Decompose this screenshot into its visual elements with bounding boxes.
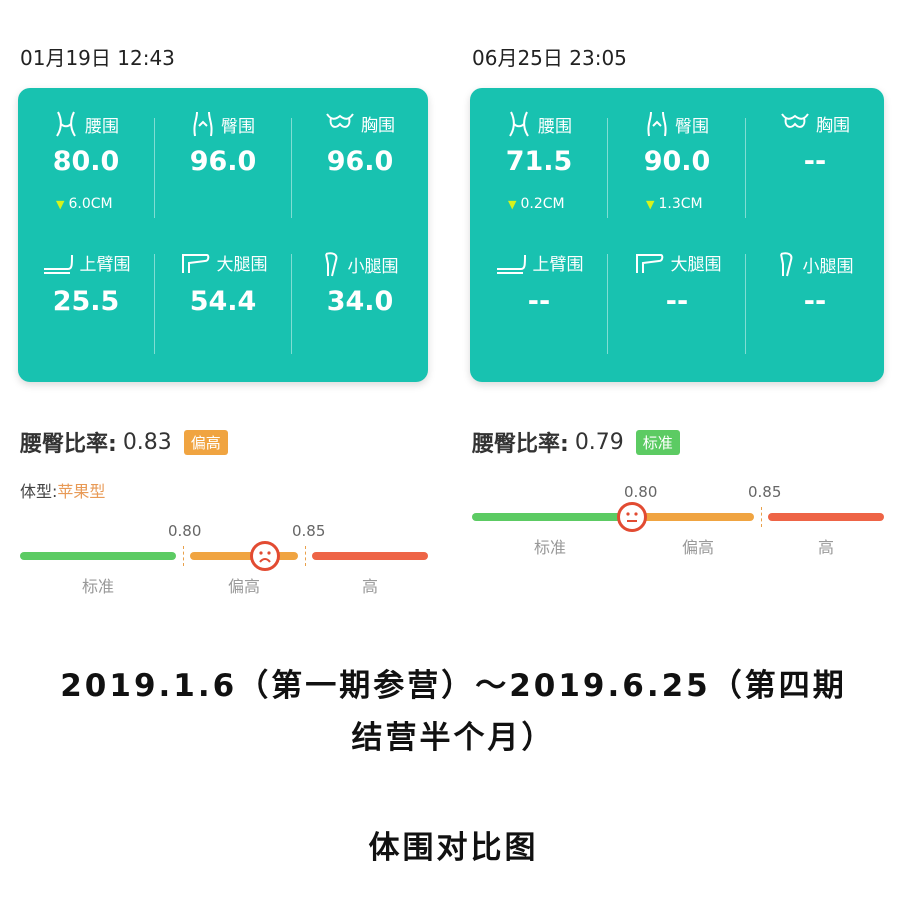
scale-tick: 0.85 [292, 522, 326, 540]
waist-icon [53, 110, 79, 138]
upper-arm-icon [42, 251, 74, 275]
scale-very-high [768, 513, 884, 521]
scale-label: 标准 [81, 577, 114, 596]
measurement-upper-arm[interactable]: 上臂围 25.5 [18, 228, 154, 368]
scale-tick: 0.85 [748, 483, 782, 501]
down-arrow-icon: ▼ [646, 197, 655, 211]
scale-label: 高 [361, 577, 378, 596]
thigh-icon [633, 251, 665, 275]
divider [745, 254, 746, 354]
status-badge: 偏高 [183, 429, 228, 455]
delta: ▼ 0.2CM [508, 196, 565, 212]
measurement-chest[interactable]: 胸围 96.0 [292, 88, 428, 228]
thigh-icon [179, 251, 211, 275]
chest-icon [325, 110, 355, 136]
caption-line-2: 结营半个月） [351, 720, 556, 756]
scale-tick: 0.80 [168, 522, 202, 540]
scale-label: 偏高 [227, 577, 260, 596]
measurement-upper-arm[interactable]: 上臂围 -- [470, 228, 608, 368]
scale-normal [472, 513, 632, 521]
scale-divider [761, 507, 762, 527]
measurement-thigh[interactable]: 大腿围 -- [608, 228, 746, 368]
panel-left: 01月19日 12:43 腰围 80.0 ▼ 6.0CM 臀围 96.0 胸围 9… [18, 0, 448, 620]
divider [607, 118, 608, 218]
measurement-card: 腰围 80.0 ▼ 6.0CM 臀围 96.0 胸围 96.0 上臂围 [18, 88, 428, 382]
measurement-hip[interactable]: 臀围 96.0 [155, 88, 291, 228]
status-badge: 标准 [635, 429, 680, 455]
divider [745, 118, 746, 218]
timestamp: 06月25日 23:05 [472, 46, 627, 70]
down-arrow-icon: ▼ [56, 197, 65, 211]
measurement-calf[interactable]: 小腿围 -- [746, 228, 884, 368]
scale-divider [305, 546, 306, 566]
caption-line-1: 2019.1.6（第一期参营）～2019.6.25（第四期 [60, 668, 847, 704]
measurement-chest[interactable]: 胸围 -- [746, 88, 884, 228]
divider [291, 118, 292, 218]
measurement-waist[interactable]: 腰围 71.5 ▼ 0.2CM [470, 88, 608, 228]
scale-label: 高 [817, 538, 834, 557]
frown-face-icon [250, 541, 280, 571]
waist-icon [506, 110, 532, 138]
scale-label: 偏高 [681, 538, 714, 557]
scale-high [620, 513, 754, 521]
waist-hip-ratio: 腰臀比率: 0.79 标准 [472, 426, 680, 458]
scale-high [190, 552, 298, 560]
delta: ▼ 6.0CM [56, 196, 113, 212]
delta: ▼ 1.3CM [646, 196, 703, 212]
measurement-calf[interactable]: 小腿围 34.0 [292, 228, 428, 368]
panel-right: 06月25日 23:05 腰围 71.5 ▼ 0.2CM 臀围 90.0 ▼ 1.3… [470, 0, 900, 620]
divider [291, 254, 292, 354]
measurement-thigh[interactable]: 大腿围 54.4 [155, 228, 291, 368]
scale-very-high [312, 552, 428, 560]
hip-icon [191, 110, 215, 138]
caption-title: 体围对比图 [368, 830, 539, 866]
measurement-hip[interactable]: 臀围 90.0 ▼ 1.3CM [608, 88, 746, 228]
scale-tick: 0.80 [624, 483, 658, 501]
hip-icon [645, 110, 669, 138]
divider [154, 118, 155, 218]
neutral-face-icon [617, 502, 647, 532]
calf-icon [322, 250, 342, 278]
timestamp: 01月19日 12:43 [20, 46, 175, 70]
scale-label: 标准 [533, 538, 566, 557]
measurement-card: 腰围 71.5 ▼ 0.2CM 臀围 90.0 ▼ 1.3CM 胸围 -- 上臂围 [470, 88, 884, 382]
down-arrow-icon: ▼ [508, 197, 517, 211]
measurement-waist[interactable]: 腰围 80.0 ▼ 6.0CM [18, 88, 154, 228]
divider [154, 254, 155, 354]
divider [607, 254, 608, 354]
chest-icon [780, 110, 810, 136]
scale-normal [20, 552, 176, 560]
body-type: 体型:苹果型 [20, 482, 106, 501]
scale-divider [183, 546, 184, 566]
calf-icon [777, 250, 797, 278]
upper-arm-icon [495, 251, 527, 275]
waist-hip-ratio: 腰臀比率: 0.83 偏高 [20, 426, 228, 458]
